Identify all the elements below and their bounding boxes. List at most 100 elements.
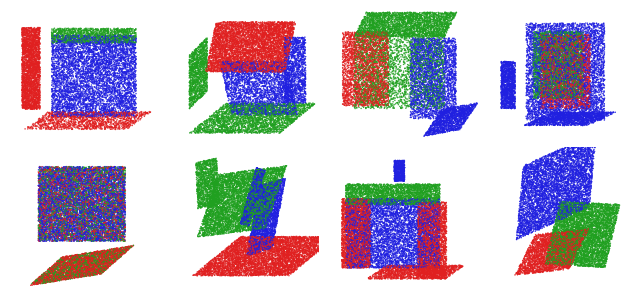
Point <box>116 209 127 213</box>
Point <box>558 73 568 77</box>
Point <box>563 149 573 154</box>
Point <box>561 40 571 45</box>
Point <box>209 49 219 54</box>
Point <box>254 263 264 268</box>
Point <box>529 51 539 56</box>
Point <box>79 36 89 41</box>
Point <box>377 256 387 260</box>
Point <box>420 197 431 202</box>
Point <box>90 232 100 236</box>
Point <box>394 39 404 44</box>
Point <box>203 179 213 184</box>
Point <box>543 117 553 122</box>
Point <box>438 58 448 63</box>
Point <box>557 246 567 251</box>
Point <box>567 30 577 34</box>
Point <box>602 208 612 213</box>
Point <box>260 39 270 44</box>
Point <box>444 114 454 119</box>
Point <box>445 124 456 129</box>
Point <box>435 228 445 232</box>
Point <box>258 195 268 200</box>
Point <box>596 103 606 108</box>
Point <box>27 28 37 32</box>
Point <box>281 21 291 26</box>
Point <box>374 25 385 30</box>
Point <box>458 121 468 126</box>
Point <box>423 258 433 263</box>
Point <box>558 57 568 62</box>
Point <box>570 171 580 176</box>
Point <box>409 23 419 28</box>
Point <box>577 95 587 99</box>
Point <box>72 103 83 107</box>
Point <box>45 173 55 178</box>
Point <box>102 175 113 180</box>
Point <box>83 38 93 43</box>
Point <box>88 54 98 59</box>
Point <box>188 53 198 58</box>
Point <box>558 200 568 205</box>
Point <box>449 108 460 113</box>
Point <box>48 237 58 241</box>
Point <box>551 242 561 246</box>
Point <box>35 236 45 241</box>
Point <box>279 166 289 171</box>
Point <box>18 96 28 101</box>
Point <box>33 92 43 97</box>
Point <box>528 207 538 212</box>
Point <box>115 180 125 185</box>
Point <box>553 221 563 226</box>
Point <box>353 263 363 268</box>
Point <box>27 62 37 67</box>
Point <box>395 249 405 253</box>
Point <box>361 17 371 22</box>
Point <box>272 32 282 36</box>
Point <box>401 96 411 100</box>
Point <box>358 90 369 95</box>
Point <box>391 177 401 182</box>
Point <box>368 70 378 74</box>
Point <box>575 81 585 86</box>
Point <box>357 74 367 79</box>
Point <box>538 191 548 196</box>
Point <box>207 203 218 207</box>
Point <box>216 184 226 188</box>
Point <box>252 219 262 223</box>
Point <box>426 202 436 207</box>
Point <box>227 224 237 229</box>
Point <box>545 119 556 123</box>
Point <box>515 196 525 201</box>
Point <box>73 168 83 173</box>
Point <box>51 214 61 219</box>
Point <box>252 130 262 135</box>
Point <box>594 57 604 62</box>
Point <box>419 264 429 269</box>
Point <box>67 228 77 233</box>
Point <box>282 66 292 70</box>
Point <box>346 183 356 188</box>
Point <box>426 208 436 213</box>
Point <box>415 253 425 258</box>
Point <box>423 49 433 54</box>
Point <box>529 106 540 111</box>
Point <box>62 30 72 35</box>
Point <box>503 100 513 105</box>
Point <box>404 20 415 25</box>
Point <box>538 47 548 52</box>
Point <box>260 231 271 236</box>
Point <box>545 36 556 41</box>
Point <box>355 236 365 241</box>
Point <box>570 203 580 208</box>
Point <box>245 221 255 225</box>
Point <box>64 170 74 175</box>
Point <box>296 257 307 262</box>
Point <box>111 193 121 197</box>
Point <box>439 270 449 274</box>
Point <box>242 199 252 204</box>
Point <box>364 100 374 104</box>
Point <box>32 35 42 40</box>
Point <box>203 266 213 270</box>
Point <box>418 53 428 58</box>
Point <box>568 243 579 248</box>
